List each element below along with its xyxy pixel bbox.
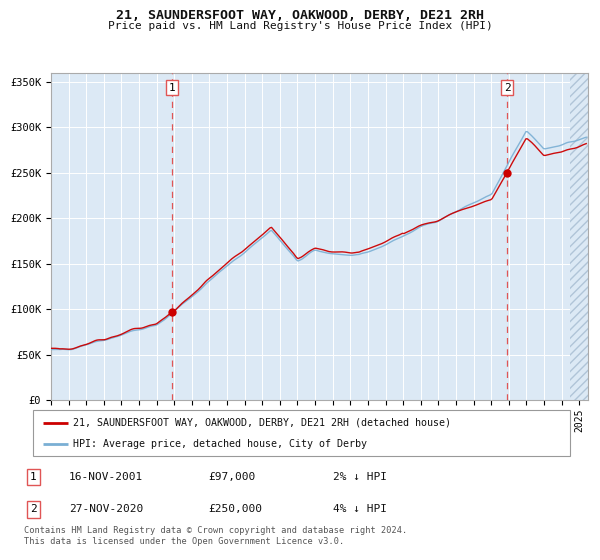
Bar xyxy=(571,73,588,400)
Text: Price paid vs. HM Land Registry's House Price Index (HPI): Price paid vs. HM Land Registry's House … xyxy=(107,21,493,31)
Text: £97,000: £97,000 xyxy=(208,472,256,482)
FancyBboxPatch shape xyxy=(33,410,570,456)
Text: Contains HM Land Registry data © Crown copyright and database right 2024.
This d: Contains HM Land Registry data © Crown c… xyxy=(24,526,407,546)
Text: 27-NOV-2020: 27-NOV-2020 xyxy=(69,505,143,515)
Text: 2: 2 xyxy=(30,505,37,515)
Text: 1: 1 xyxy=(30,472,37,482)
Text: 2: 2 xyxy=(504,82,511,92)
Bar xyxy=(571,73,588,400)
Text: 2% ↓ HPI: 2% ↓ HPI xyxy=(333,472,387,482)
Text: 1: 1 xyxy=(169,82,176,92)
Text: 21, SAUNDERSFOOT WAY, OAKWOOD, DERBY, DE21 2RH: 21, SAUNDERSFOOT WAY, OAKWOOD, DERBY, DE… xyxy=(116,9,484,22)
Text: HPI: Average price, detached house, City of Derby: HPI: Average price, detached house, City… xyxy=(73,439,367,449)
Text: 16-NOV-2001: 16-NOV-2001 xyxy=(69,472,143,482)
Text: £250,000: £250,000 xyxy=(208,505,262,515)
Text: 4% ↓ HPI: 4% ↓ HPI xyxy=(333,505,387,515)
Text: 21, SAUNDERSFOOT WAY, OAKWOOD, DERBY, DE21 2RH (detached house): 21, SAUNDERSFOOT WAY, OAKWOOD, DERBY, DE… xyxy=(73,418,451,428)
